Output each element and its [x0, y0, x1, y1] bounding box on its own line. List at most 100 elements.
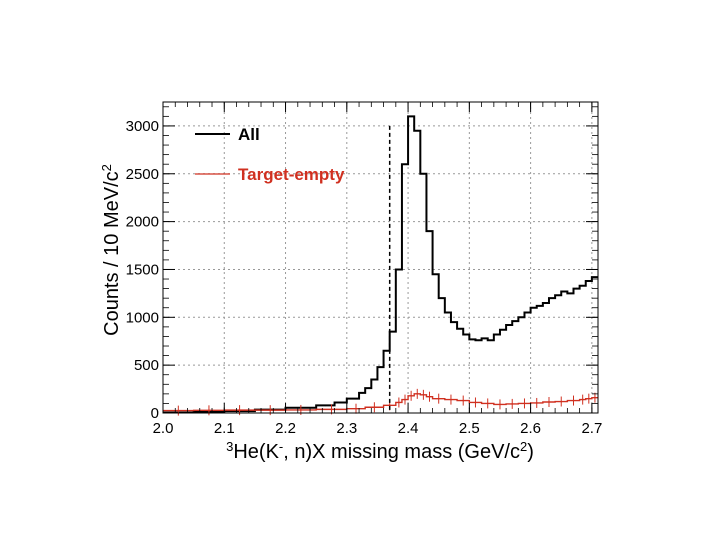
series-0-point-17: [416, 129, 419, 132]
series-1-point-14: [428, 395, 431, 398]
series-0-point-20: [434, 273, 437, 276]
series-1-point-18: [474, 401, 477, 404]
x-axis-title-sup1: 3: [226, 439, 233, 454]
series-1-point-21: [511, 403, 514, 405]
x-axis-title-part1: He(K: [233, 441, 279, 463]
series-1-point-23: [535, 402, 538, 404]
frame-layer: [162, 101, 599, 414]
x-axis-title-sup3: 2: [520, 439, 527, 454]
series-0-point-21: [440, 297, 443, 299]
y-tick-label-4: 2000: [126, 214, 159, 231]
series-0-point-22: [447, 311, 449, 314]
y-axis-title-main: Counts / 10 MeV/c: [101, 171, 123, 336]
x-tick-label-2: 2.2: [275, 420, 296, 437]
series-1-point-1: [208, 409, 210, 412]
series-0-point-24: [459, 327, 461, 330]
series-0-point-18: [422, 172, 425, 175]
series-0-point-34: [520, 316, 523, 319]
legend-label-target-empty: Target-empty: [238, 165, 345, 184]
series-0-point-30: [496, 333, 498, 336]
series-0-point-41: [563, 290, 566, 293]
y-tick-label-5: 2500: [126, 166, 159, 183]
y-tick-label-0: 0: [151, 405, 159, 422]
series-1-point-7: [373, 406, 376, 409]
x-tick-label-5: 2.5: [459, 420, 480, 437]
series-0-point-27: [477, 339, 480, 342]
x-tick-label-4: 2.4: [398, 420, 419, 437]
series-0-point-14: [398, 268, 400, 271]
series-0-point-5: [324, 404, 327, 407]
series-0-point-11: [379, 366, 382, 368]
x-axis-title-part3: ): [527, 441, 534, 463]
x-axis-title-part2: , n)X missing mass (GeV/c: [283, 441, 520, 463]
series-0-point-36: [532, 306, 535, 309]
series-0-point-38: [545, 302, 547, 304]
series-0-point-8: [361, 392, 363, 394]
series-0-point-40: [557, 294, 559, 297]
y-axis-title: Counts / 10 MeV/c2: [99, 164, 124, 336]
y-axis-title-sup: 2: [99, 164, 114, 171]
series-0-point-46: [594, 276, 596, 278]
series-0-point-26: [471, 338, 474, 341]
series-1-point-4: [300, 409, 302, 411]
series-0-point-15: [404, 163, 406, 165]
series-layer: [163, 115, 598, 416]
grid-layer: [162, 102, 598, 414]
series-1-point-6: [355, 407, 357, 410]
series-0-point-33: [514, 320, 517, 322]
series-1-point-22: [523, 402, 526, 405]
series-0-point-43: [575, 287, 578, 290]
legend-label-all: All: [238, 125, 260, 144]
series-1-point-8: [388, 404, 391, 407]
series-1-point-10: [404, 398, 406, 401]
y-tick-label-6: 3000: [126, 118, 159, 135]
x-tick-label-3: 2.3: [336, 420, 357, 437]
series-1-point-24: [548, 401, 550, 403]
series-line-1: [163, 393, 598, 412]
series-line-0: [163, 115, 598, 414]
y-tick-label-3: 1500: [126, 261, 159, 278]
series-1-point-16: [450, 398, 452, 401]
series-0-point-7: [352, 397, 354, 400]
series-1-point-15: [437, 397, 440, 400]
legend: All Target-empty: [195, 125, 345, 184]
series-0-point-25: [465, 333, 468, 336]
series-1-point-3: [269, 409, 272, 411]
series-1-point-20: [499, 403, 501, 406]
plot-frame: [162, 101, 599, 414]
y-tick-label-2: 1000: [126, 309, 159, 326]
series-1-point-11: [410, 394, 412, 397]
series-0-point-29: [489, 339, 492, 342]
x-axis-title-sup2: -: [279, 439, 283, 454]
series-1-point-27: [581, 398, 584, 401]
x-tick-label-6: 2.6: [520, 420, 541, 437]
ticks-layer: 2.0 2.1 2.2 2.3 2.4 2.5 2.6 2.7 0 500 1000 1500 2000…: [126, 102, 602, 437]
x-axis-title: 3He(K-, n)X missing mass (GeV/c2): [226, 439, 534, 464]
series-0-point-13: [391, 330, 394, 333]
series-0-point-37: [538, 305, 541, 307]
series-1-point-25: [560, 400, 563, 403]
x-tick-label-7: 2.7: [581, 420, 602, 437]
series-0-point-44: [581, 284, 584, 287]
series-0-point-45: [588, 280, 590, 282]
series-0-point-23: [453, 321, 455, 323]
series-1-point-28: [588, 397, 590, 400]
series-0-point-19: [428, 230, 431, 232]
series-0-point-12: [385, 350, 388, 352]
series-1-point-29: [594, 396, 596, 399]
series-1-point-13: [422, 394, 425, 396]
series-0-point-42: [569, 292, 572, 295]
y-tick-label-1: 500: [134, 357, 159, 374]
series-0-point-10: [373, 378, 376, 381]
series-0-point-28: [483, 337, 486, 340]
series-1-point-12: [416, 393, 419, 395]
x-tick-label-1: 2.1: [214, 420, 235, 437]
series-0-point-9: [367, 387, 370, 389]
x-tick-label-0: 2.0: [153, 420, 174, 437]
series-1-point-5: [330, 408, 333, 411]
series-1-point-9: [398, 401, 400, 404]
series-1-point-0: [177, 409, 180, 412]
series-0-point-16: [410, 115, 412, 118]
series-0-point-31: [502, 328, 504, 331]
